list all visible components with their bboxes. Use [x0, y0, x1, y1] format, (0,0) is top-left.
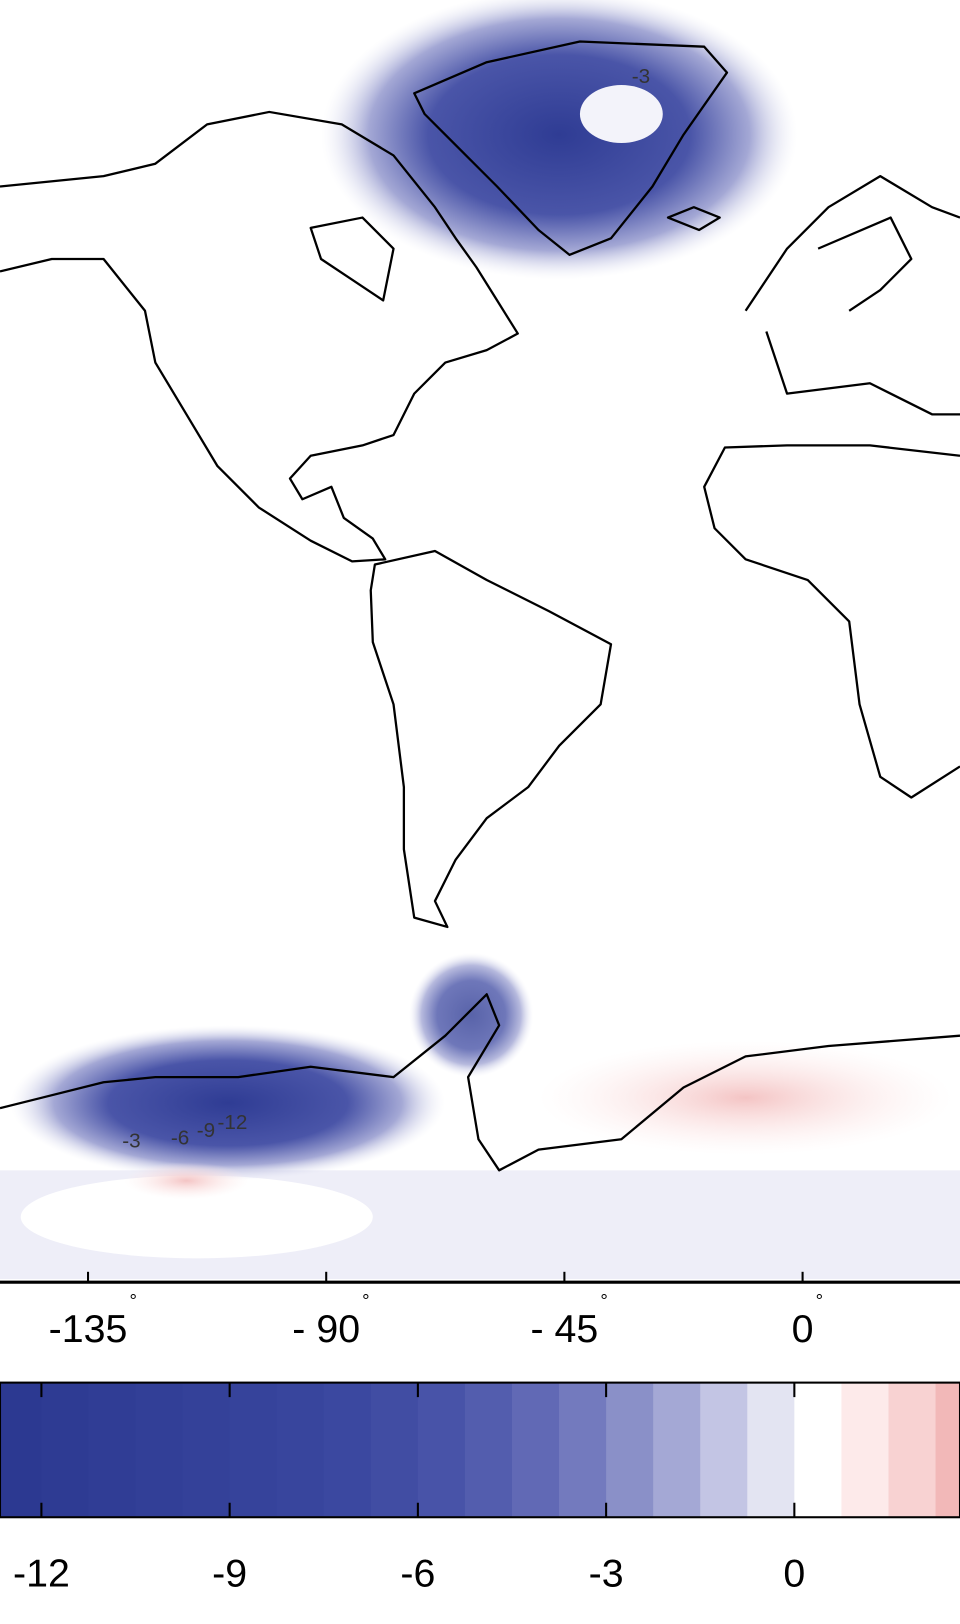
colorbar-band: [653, 1382, 701, 1518]
colorbar-band: [512, 1382, 560, 1518]
colorbar-band: [276, 1382, 325, 1518]
contour-labels: -3 -3 -6 -9 -12: [122, 65, 650, 1153]
x-tick-label: 0: [792, 1307, 814, 1351]
colorbar-band: [370, 1382, 419, 1518]
x-tick-label: -135: [49, 1307, 128, 1351]
degree-symbol: °: [816, 1290, 823, 1311]
colorbar-band: [794, 1382, 842, 1518]
x-tick-label: - 90: [292, 1307, 360, 1351]
south-america: [369, 549, 613, 929]
white-patch: [20, 1175, 373, 1259]
peninsula-anomaly: [409, 952, 534, 1078]
antarctic-anomaly: [10, 1025, 446, 1181]
colorbar-band: [935, 1382, 960, 1518]
contour-label: -3: [632, 65, 650, 88]
colorbar-band: [229, 1382, 278, 1518]
colorbar-tick-label: -9: [212, 1552, 247, 1596]
colorbar-band: [88, 1382, 137, 1518]
colorbar-band: [841, 1382, 889, 1518]
colorbar-band: [135, 1382, 184, 1518]
north-america: [0, 110, 519, 563]
colorbar-band: [0, 1382, 42, 1518]
degree-symbol: °: [129, 1290, 136, 1311]
colorbar-band: [747, 1382, 795, 1518]
europe: [744, 175, 960, 416]
iceland: [666, 206, 721, 232]
colorbar-band: [323, 1382, 372, 1518]
colorbar-band: [700, 1382, 748, 1518]
contour-label: -3: [122, 1130, 140, 1153]
greenland-anomaly: [321, 0, 798, 280]
hudson-bay: [309, 216, 395, 302]
colorbar-tick-label: 0: [783, 1552, 805, 1596]
red-anomaly: [538, 1040, 953, 1155]
colorbar: [0, 1382, 960, 1518]
colorbar-tick-label: -6: [400, 1552, 435, 1596]
colorbar-band: [888, 1382, 937, 1518]
contour-label: -6: [171, 1126, 189, 1149]
red-anomaly-small: [124, 1162, 249, 1200]
colorbar-band: [182, 1382, 231, 1518]
colorbar-tick-label: -12: [13, 1552, 70, 1596]
shading: [0, 0, 960, 1280]
contour-label: -9: [197, 1119, 215, 1142]
greenland-light: [579, 85, 663, 144]
x-tick-label: - 45: [530, 1307, 598, 1351]
colorbar-tick-label: -3: [589, 1552, 624, 1596]
colorbar-band: [417, 1382, 466, 1518]
contour-label: -12: [217, 1111, 247, 1134]
colorbar-band: [464, 1382, 513, 1518]
greenland: [413, 40, 729, 256]
degree-symbol: °: [600, 1290, 607, 1311]
degree-symbol: °: [362, 1290, 369, 1311]
africa: [703, 444, 960, 799]
antarctica: [0, 993, 960, 1172]
coastlines: [0, 40, 960, 1172]
colorbar-band: [606, 1382, 654, 1518]
colorbar-band: [559, 1382, 607, 1518]
colorbar-band: [41, 1382, 89, 1518]
